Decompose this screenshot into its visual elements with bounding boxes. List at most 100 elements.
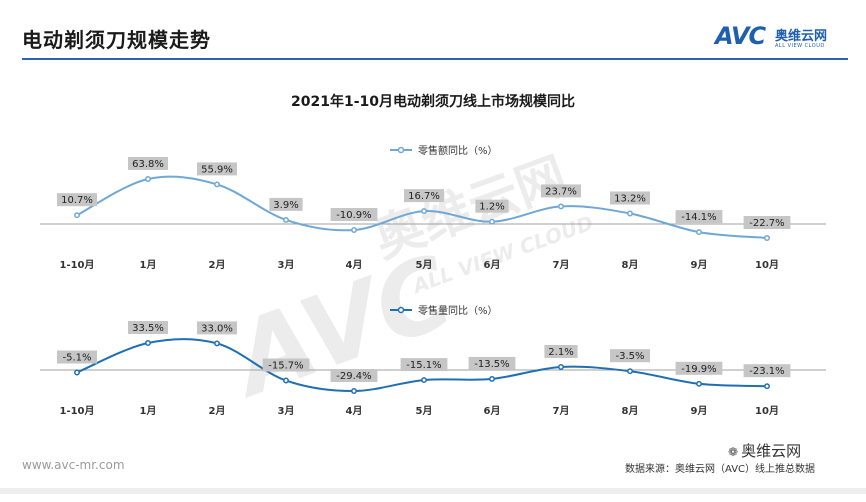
x-tick-label: 8月: [622, 259, 639, 271]
data-point: [74, 369, 80, 376]
data-label-bg: [128, 321, 168, 334]
data-point: [145, 176, 151, 182]
data-point: [421, 208, 427, 215]
data-point: [627, 210, 633, 217]
data-point: [558, 203, 564, 210]
x-tick-label: 1月: [140, 405, 157, 417]
data-label: 33.5%: [132, 323, 164, 334]
data-label: -3.5%: [615, 351, 644, 362]
data-label: 13.2%: [614, 194, 646, 205]
x-tick-label: 2月: [209, 405, 226, 417]
x-tick-label: 5月: [416, 259, 433, 271]
data-source-note: 数据来源：奥维云网（AVC）线上推总数据: [625, 464, 816, 475]
data-label: 33.0%: [201, 323, 233, 334]
data-label: -19.9%: [681, 364, 716, 375]
data-point: [351, 388, 357, 394]
data-label: -14.1%: [681, 212, 716, 223]
data-point: [627, 368, 633, 375]
x-tick-label: 1-10月: [59, 405, 94, 417]
x-tick-label: 2月: [209, 259, 226, 271]
data-label: 16.7%: [408, 191, 440, 202]
x-tick-label: 7月: [553, 259, 570, 271]
data-point: [764, 235, 770, 241]
data-label-bg: [743, 216, 791, 229]
data-label: -13.5%: [474, 359, 509, 370]
data-point: [489, 375, 495, 382]
data-label-bg: [610, 191, 650, 205]
data-label-bg: [404, 189, 444, 203]
x-tick-label: 9月: [691, 259, 708, 271]
data-label-bg: [675, 210, 723, 224]
data-point: [696, 380, 702, 387]
data-label: 55.9%: [201, 164, 233, 175]
data-label: 10.7%: [61, 195, 93, 206]
data-label-bg: [475, 199, 509, 213]
data-point: [214, 340, 220, 347]
data-label: 23.7%: [545, 186, 577, 197]
logo-cn-text: 奥维云网: [775, 29, 828, 44]
page-title: 电动剃须刀规模走势: [22, 28, 211, 52]
data-point: [764, 383, 770, 390]
data-label: 63.8%: [132, 159, 164, 170]
x-tick-label: 3月: [278, 405, 295, 417]
data-label-bg: [468, 356, 516, 370]
data-label-bg: [262, 358, 310, 372]
data-label-bg: [197, 162, 237, 176]
x-tick-label: 10月: [755, 259, 779, 271]
legend-label-1: 零售额同比（%）: [418, 144, 498, 157]
x-tick-label: 7月: [553, 405, 570, 417]
data-label-bg: [610, 349, 650, 363]
x-tick-label: 8月: [622, 405, 639, 417]
x-tick-label: 3月: [278, 259, 295, 271]
data-label-bg: [57, 193, 97, 207]
data-point: [145, 340, 151, 346]
data-point: [283, 216, 289, 223]
footer-url: www.avc-mr.com: [22, 458, 125, 472]
data-point: [214, 181, 220, 188]
x-tick-label: 5月: [416, 405, 433, 417]
legend-marker-1: [397, 146, 405, 154]
data-label-bg: [544, 345, 578, 358]
header-divider: [22, 58, 848, 60]
data-point: [558, 364, 564, 370]
panel-2: 零售量同比（%） -5.1% 33.5% 33.0% -15.7% -29.4% -15.1…: [40, 304, 826, 417]
data-label-bg: [541, 184, 581, 198]
x-tick-label: 4月: [346, 259, 363, 271]
data-label-bg: [400, 358, 448, 372]
data-label: 2.1%: [548, 347, 573, 358]
data-label-bg: [269, 197, 303, 211]
data-label: -29.4%: [336, 371, 371, 382]
x-tick-label: 10月: [755, 405, 779, 417]
data-label: -23.1%: [749, 366, 784, 377]
data-label-bg: [197, 321, 237, 335]
panel-1: 零售额同比（%） 10.7% 63.8% 55.9% 3.9% -10.9% 16.7% 1.…: [40, 144, 826, 271]
data-point: [283, 377, 289, 384]
data-label-bg: [128, 157, 168, 170]
wechat-icon: ❁: [728, 445, 739, 459]
data-label-bg: [330, 369, 378, 382]
x-tick-label: 9月: [691, 405, 708, 417]
footer-social: ❁ 奥维云网: [728, 440, 801, 461]
logo-en-text: ALL VIEW CLOUD: [775, 43, 825, 49]
logo-avc-text: AVC: [715, 22, 766, 50]
x-tick-label: 1月: [140, 259, 157, 271]
x-tick-label: 6月: [484, 405, 501, 417]
data-label: -15.7%: [268, 361, 303, 372]
data-point: [351, 227, 357, 233]
x-tick-label: 1-10月: [59, 259, 94, 271]
data-point: [489, 218, 495, 225]
footer-social-label: 奥维云网: [741, 442, 802, 460]
data-label: 1.2%: [479, 202, 504, 213]
data-label: -5.1%: [62, 353, 91, 364]
bottom-bar: [0, 488, 866, 494]
data-label-bg: [57, 350, 97, 364]
data-label: 3.9%: [273, 200, 298, 211]
data-label: -15.1%: [406, 360, 441, 371]
data-point: [696, 229, 702, 236]
legend-label-2: 零售量同比（%）: [418, 304, 498, 317]
data-label: -10.9%: [336, 210, 371, 221]
avc-logo: AVC 奥维云网 ALL VIEW CLOUD: [715, 22, 845, 54]
data-label: -22.7%: [749, 218, 784, 229]
x-tick-label: 6月: [484, 259, 501, 271]
